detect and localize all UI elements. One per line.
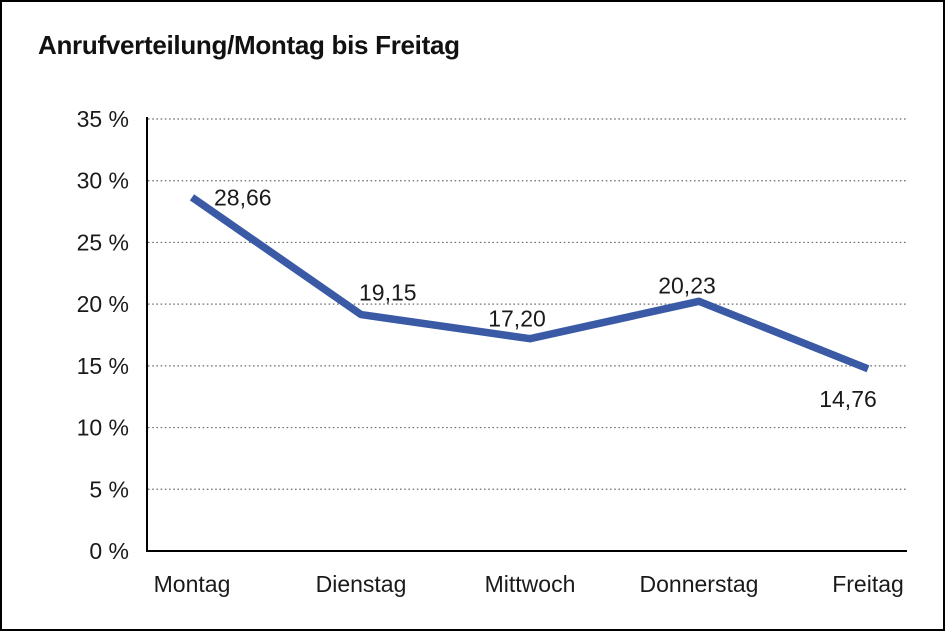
y-tick-label: 35 % — [77, 106, 129, 132]
y-tick-label: 5 % — [89, 476, 129, 502]
x-category-label: Montag — [154, 571, 231, 597]
x-category-label: Donnerstag — [640, 571, 759, 597]
data-point-label: 14,76 — [819, 386, 877, 412]
y-tick-label: 10 % — [77, 415, 129, 441]
y-tick-label: 30 % — [77, 168, 129, 194]
x-category-label: Mittwoch — [485, 571, 576, 597]
y-tick-label: 0 % — [89, 538, 129, 564]
x-category-label: Dienstag — [316, 571, 407, 597]
x-category-label: Freitag — [832, 571, 904, 597]
chart-title: Anrufverteilung/Montag bis Freitag — [38, 30, 460, 60]
data-point-label: 20,23 — [658, 272, 716, 298]
y-tick-label: 25 % — [77, 229, 129, 255]
series-line — [189, 194, 870, 373]
data-point-label: 28,66 — [214, 184, 272, 210]
data-point-label: 19,15 — [359, 280, 417, 306]
y-tick-label: 15 % — [77, 353, 129, 379]
y-tick-label: 20 % — [77, 291, 129, 317]
data-point-label: 17,20 — [488, 306, 546, 332]
